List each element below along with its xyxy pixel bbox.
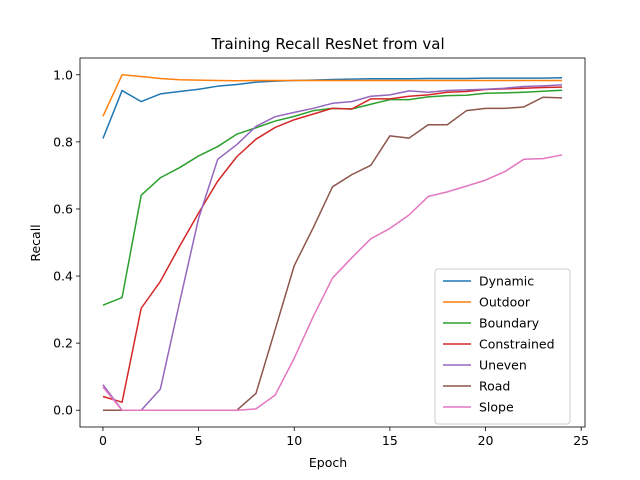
y-tick-label: 0.2 xyxy=(53,336,73,351)
legend-label-dynamic: Dynamic xyxy=(479,274,534,289)
x-tick-label: 10 xyxy=(286,433,302,448)
plot-frame xyxy=(79,57,586,428)
legend-label-constrained: Constrained xyxy=(479,337,555,352)
series-line-outdoor xyxy=(102,74,563,117)
y-axis: 0.0 0.2 0.4 0.6 0.8 1.0 xyxy=(53,67,80,418)
y-tick-label: 0.8 xyxy=(53,134,73,149)
series-line-dynamic xyxy=(102,77,563,139)
x-tick-label: 20 xyxy=(478,433,494,448)
legend-label-outdoor: Outdoor xyxy=(479,295,531,310)
y-tick-label: 0.4 xyxy=(53,269,73,284)
x-axis-label: Epoch xyxy=(309,455,347,470)
legend-label-uneven: Uneven xyxy=(479,358,527,373)
chart-title: Training Recall ResNet from val xyxy=(210,35,444,53)
x-tick-label: 5 xyxy=(195,433,203,448)
plot-area xyxy=(79,57,586,428)
y-axis-label: Recall xyxy=(28,224,43,261)
x-axis: 0 5 10 15 20 25 xyxy=(99,427,589,448)
legend: Dynamic Outdoor Boundary Constrained Uneven R… xyxy=(434,268,571,425)
legend-label-road: Road xyxy=(479,379,510,394)
series-line-slope xyxy=(102,154,563,411)
legend-label-slope: Slope xyxy=(479,400,514,415)
series-lines xyxy=(102,74,563,411)
x-tick-label: 25 xyxy=(573,433,589,448)
x-tick-label: 15 xyxy=(382,433,398,448)
y-tick-label: 0.6 xyxy=(53,201,73,216)
series-line-uneven xyxy=(102,84,563,411)
x-tick-label: 0 xyxy=(99,433,107,448)
legend-label-boundary: Boundary xyxy=(479,316,540,331)
y-tick-label: 1.0 xyxy=(53,67,73,82)
y-tick-label: 0.0 xyxy=(53,403,73,418)
